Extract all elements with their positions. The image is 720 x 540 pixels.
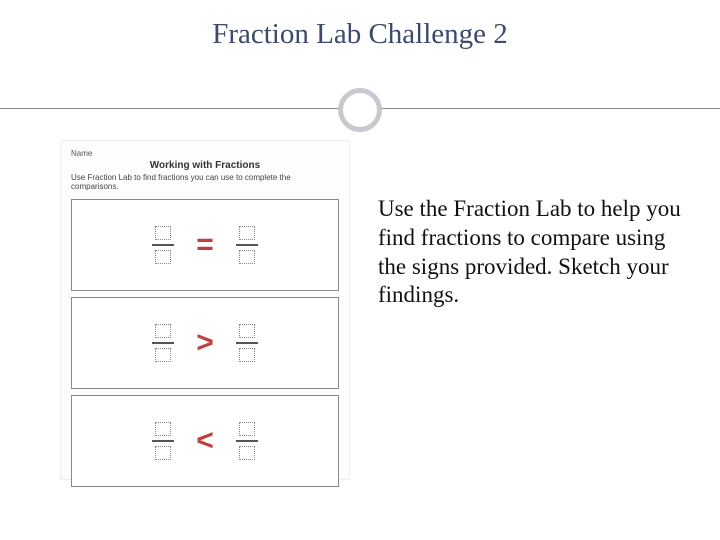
worksheet-heading: Working with Fractions: [71, 160, 339, 171]
worksheet-name-label: Name: [71, 149, 339, 158]
fraction-right: [236, 226, 258, 264]
fraction-bar: [152, 440, 174, 442]
fraction-numerator-box: [239, 324, 255, 338]
worksheet-row: =: [71, 199, 339, 291]
fraction-right: [236, 324, 258, 362]
fraction-bar: [236, 440, 258, 442]
worksheet-thumbnail: Name Working with Fractions Use Fraction…: [60, 140, 350, 480]
fraction-right: [236, 422, 258, 460]
decorative-circle: [338, 88, 382, 132]
fraction-denominator-box: [239, 348, 255, 362]
fraction-numerator-box: [239, 226, 255, 240]
fraction-bar: [236, 244, 258, 246]
worksheet-row: >: [71, 297, 339, 389]
fraction-denominator-box: [239, 250, 255, 264]
fraction-bar: [152, 244, 174, 246]
worksheet-rows: = >: [71, 199, 339, 487]
page-title: Fraction Lab Challenge 2: [0, 0, 720, 51]
fraction-numerator-box: [155, 226, 171, 240]
fraction-bar: [236, 342, 258, 344]
fraction-numerator-box: [155, 422, 171, 436]
fraction-numerator-box: [239, 422, 255, 436]
slide: Fraction Lab Challenge 2 Name Working wi…: [0, 0, 720, 540]
worksheet-subheading: Use Fraction Lab to find fractions you c…: [71, 173, 339, 191]
worksheet-row: <: [71, 395, 339, 487]
fraction-denominator-box: [155, 250, 171, 264]
comparison-sign: =: [192, 228, 218, 262]
fraction-left: [152, 324, 174, 362]
fraction-denominator-box: [239, 446, 255, 460]
fraction-denominator-box: [155, 446, 171, 460]
fraction-denominator-box: [155, 348, 171, 362]
comparison-sign: <: [192, 424, 218, 458]
fraction-bar: [152, 342, 174, 344]
fraction-left: [152, 226, 174, 264]
fraction-left: [152, 422, 174, 460]
comparison-sign: >: [192, 326, 218, 360]
fraction-numerator-box: [155, 324, 171, 338]
instructions-text: Use the Fraction Lab to help you find fr…: [378, 195, 688, 310]
